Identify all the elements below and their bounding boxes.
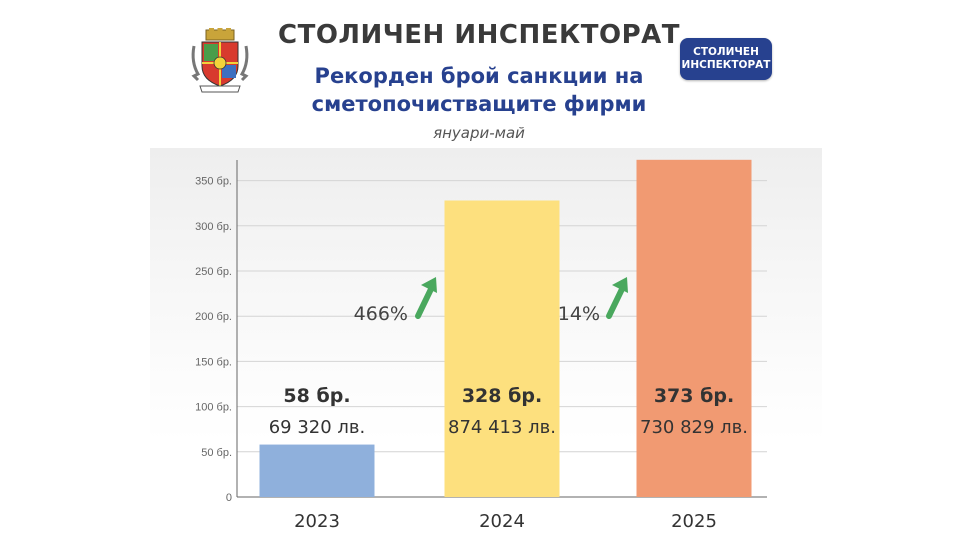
sofia-coat-of-arms-icon xyxy=(188,28,252,96)
bar-2024 xyxy=(444,200,560,497)
badge-line-2: ИНСПЕКТОРАТ xyxy=(681,59,771,71)
y-tick-label: 150 бр. xyxy=(195,356,232,368)
x-tick-label: 2025 xyxy=(671,511,717,532)
growth-arrow-icon xyxy=(421,277,437,293)
growth-arrow-shaft xyxy=(606,284,626,319)
amount-label: 69 320 лв. xyxy=(269,417,366,438)
page-title: СТОЛИЧЕН ИНСПЕКТОРАТ xyxy=(278,20,680,50)
growth-arrow-icon xyxy=(612,277,628,293)
y-tick-label: 350 бр. xyxy=(195,176,232,188)
y-tick-label: 0 xyxy=(226,492,232,504)
x-tick-label: 2024 xyxy=(479,511,525,532)
amount-label: 874 413 лв. xyxy=(448,417,556,438)
y-tick-label: 50 бр. xyxy=(201,447,232,459)
y-tick-label: 250 бр. xyxy=(195,266,232,278)
inspectorate-logo-badge: СТОЛИЧЕН ИНСПЕКТОРАТ xyxy=(680,38,772,80)
period-label: януари-май xyxy=(433,124,525,142)
growth-arrow-shaft xyxy=(415,284,435,319)
y-tick-label: 100 бр. xyxy=(195,402,232,414)
growth-label: 14% xyxy=(558,303,600,325)
growth-label: 466% xyxy=(354,303,408,325)
count-label: 58 бр. xyxy=(283,385,350,407)
bar-2025 xyxy=(636,159,752,498)
subtitle-line-1: Рекорден брой санкции на xyxy=(314,64,644,88)
y-tick-label: 200 бр. xyxy=(195,311,232,323)
page-subtitle: Рекорден брой санкции на сметопочистващи… xyxy=(0,62,958,118)
subtitle-line-2: сметопочистващите фирми xyxy=(311,92,647,116)
badge-line-1: СТОЛИЧЕН xyxy=(693,46,759,58)
y-tick-label: 300 бр. xyxy=(195,221,232,233)
x-tick-label: 2023 xyxy=(294,511,340,532)
bar-2023 xyxy=(259,444,375,497)
amount-label: 730 829 лв. xyxy=(640,417,748,438)
count-label: 328 бр. xyxy=(462,385,542,407)
count-label: 373 бр. xyxy=(654,385,734,407)
